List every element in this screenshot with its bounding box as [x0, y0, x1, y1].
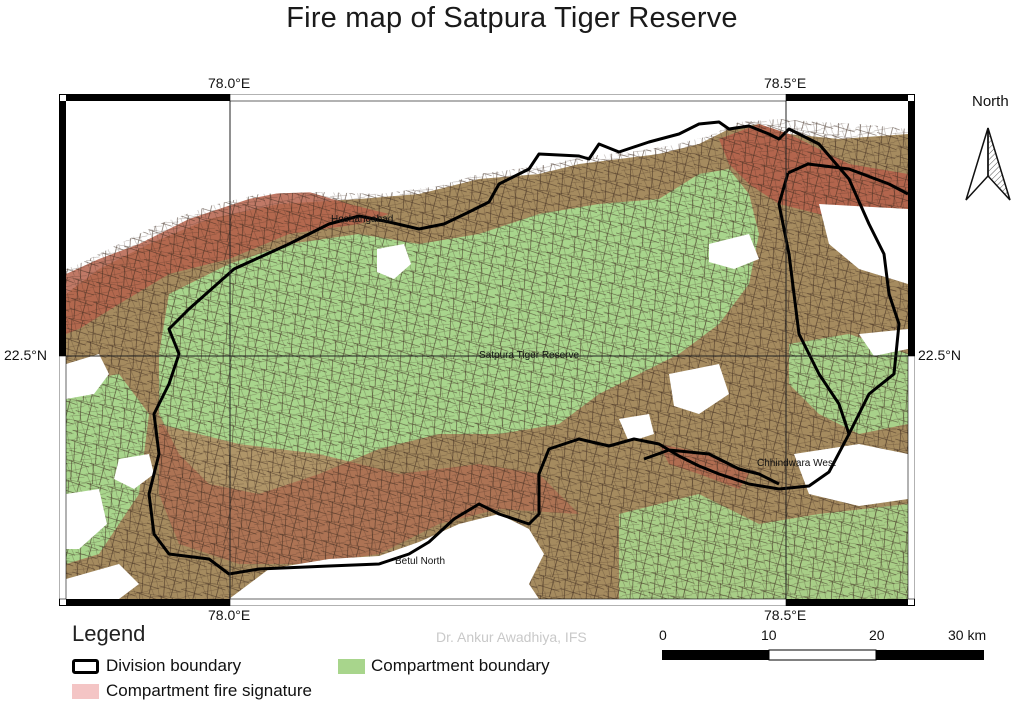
coord-right-lat: 22.5°N — [918, 347, 961, 363]
no-data-areas — [66, 101, 908, 599]
legend-fire-label: Compartment fire signature — [106, 681, 312, 700]
north-arrow-icon — [965, 127, 1011, 201]
map-frame-border — [59, 94, 915, 606]
scale-bar: 0 10 20 30 km — [659, 627, 986, 661]
scale-tick-0: 0 — [659, 627, 667, 643]
coord-top-left: 78.0°E — [208, 75, 251, 91]
graticule — [59, 94, 915, 606]
legend-division-swatch — [72, 659, 99, 674]
legend-division-label: Division boundary — [106, 656, 242, 675]
map-title: Fire map of Satpura Tiger Reserve — [286, 2, 738, 34]
legend-compartment-swatch — [338, 659, 365, 674]
coord-bottom-left: 78.0°E — [208, 607, 251, 623]
fire-map[interactable]: Hoshangabad Satpura Tiger Reserve Chhind… — [59, 94, 915, 606]
division-boundary-lines — [147, 120, 908, 576]
coord-top-right: 78.5°E — [764, 75, 807, 91]
coord-left-lat: 22.5°N — [4, 347, 47, 363]
legend-title: Legend — [72, 621, 146, 646]
label-chhindwara: Chhindwara West — [757, 458, 836, 469]
coord-bottom-right: 78.5°E — [764, 607, 807, 623]
author-watermark: Dr. Ankur Awadhiya, IFS — [436, 629, 587, 645]
scale-tick-30: 30 km — [948, 627, 986, 643]
label-betul: Betul North — [395, 556, 445, 567]
label-hoshangabad: Hoshangabad — [331, 214, 393, 225]
north-label: North — [972, 93, 1009, 110]
legend-compartment-label: Compartment boundary — [371, 656, 550, 675]
legend-fire-swatch — [72, 684, 99, 699]
scale-tick-10: 10 — [761, 627, 777, 643]
scale-tick-20: 20 — [869, 627, 885, 643]
